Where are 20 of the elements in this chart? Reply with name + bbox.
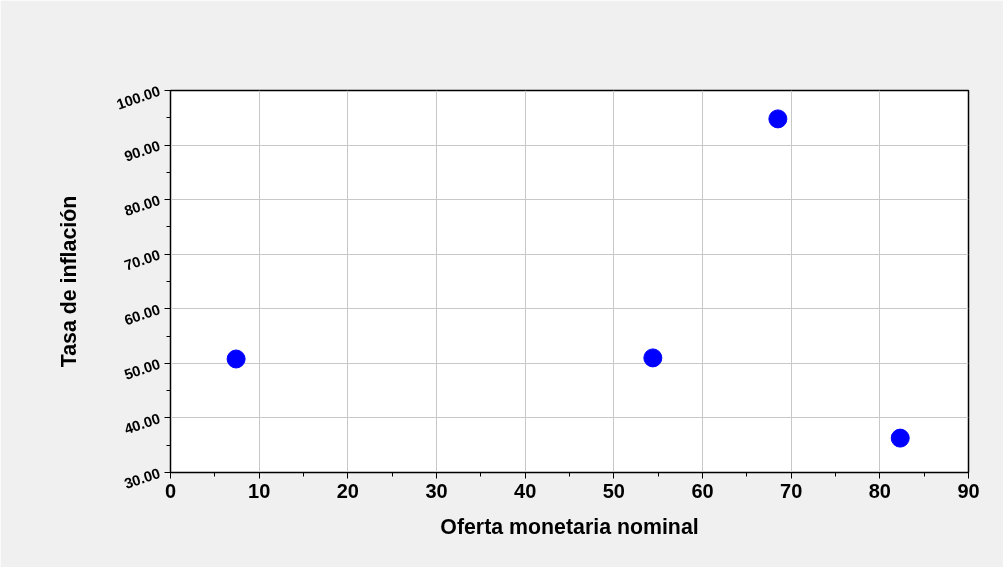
y-tick-label: 100.00 xyxy=(114,82,163,113)
x-tick-label: 40 xyxy=(514,479,537,502)
x-tick-label: 50 xyxy=(602,479,625,502)
x-axis-title: Oferta monetaria nominal xyxy=(440,514,699,539)
x-tick-label: 20 xyxy=(336,479,359,502)
y-tick-label: 80.00 xyxy=(122,192,163,220)
x-tick-label: 90 xyxy=(957,479,980,502)
x-tick-label: 70 xyxy=(780,479,803,502)
y-tick-label: 70.00 xyxy=(122,246,163,274)
x-tick-label: 10 xyxy=(248,479,271,502)
x-tick-label: 30 xyxy=(425,479,448,502)
x-tick-label: 60 xyxy=(691,479,714,502)
y-axis-title: Tasa de inflación xyxy=(56,195,81,368)
y-tick-label: 90.00 xyxy=(122,137,163,165)
y-tick-label: 40.00 xyxy=(122,410,163,438)
x-tick-label: 80 xyxy=(868,479,891,502)
y-tick-label: 30.00 xyxy=(122,464,163,492)
x-tick-label: 0 xyxy=(164,479,177,502)
y-tick-label: 60.00 xyxy=(122,301,163,329)
y-tick-label: 50.00 xyxy=(122,355,163,383)
